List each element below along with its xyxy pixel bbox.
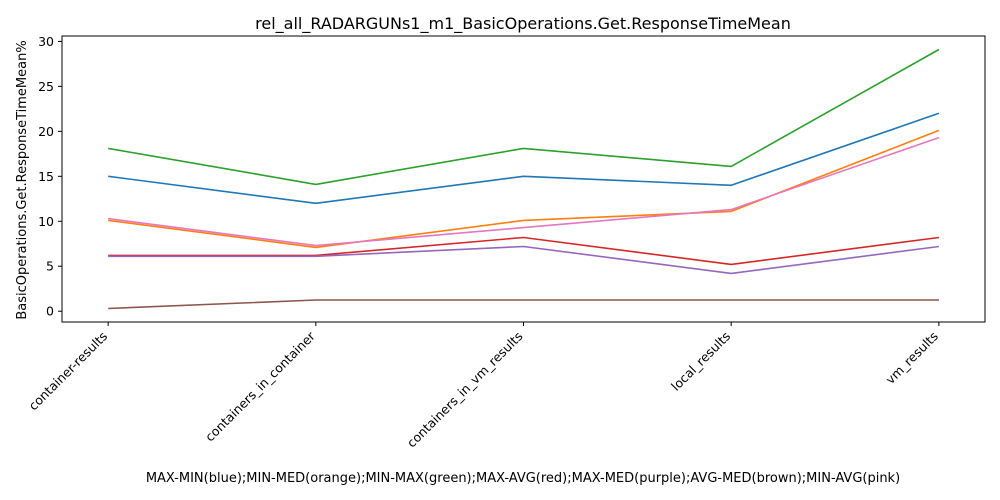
series-line-6 [108, 299, 939, 310]
y-axis: 0 5 10 15 20 25 30 [38, 34, 62, 319]
series-layer [108, 48, 940, 310]
x-axis-label: MAX-MIN(blue);MIN-MED(orange);MIN-MAX(gr… [146, 471, 900, 486]
chart-title: rel_all_RADARGUNs1_m1_BasicOperations.Ge… [255, 14, 791, 34]
y-axis-label: BasicOperations.Get.ResponseTimeMean% [15, 40, 30, 319]
x-tick-label: local_results [668, 329, 733, 394]
y-tick-label: 0 [46, 304, 54, 319]
x-tick-label: containers_in_vm_results [404, 329, 526, 451]
series-line-2 [108, 129, 940, 249]
y-tick-label: 10 [38, 214, 54, 229]
y-tick-label: 20 [38, 124, 54, 139]
series-line-7 [108, 136, 940, 247]
x-axis: container-results containers_in_container… [26, 322, 941, 450]
y-tick-label: 25 [38, 79, 54, 94]
y-tick-label: 30 [38, 34, 54, 49]
series-line-4 [108, 236, 940, 266]
x-tick-label: containers_in_container [202, 328, 318, 444]
x-tick-label: container-results [26, 329, 111, 414]
series-line-1 [108, 112, 940, 205]
series-line-3 [108, 48, 940, 186]
y-tick-label: 5 [46, 259, 54, 274]
series-line-5 [108, 245, 940, 275]
plot-frame [61, 35, 986, 323]
y-tick-label: 15 [38, 169, 54, 184]
x-tick-label: vm_results [882, 329, 940, 387]
